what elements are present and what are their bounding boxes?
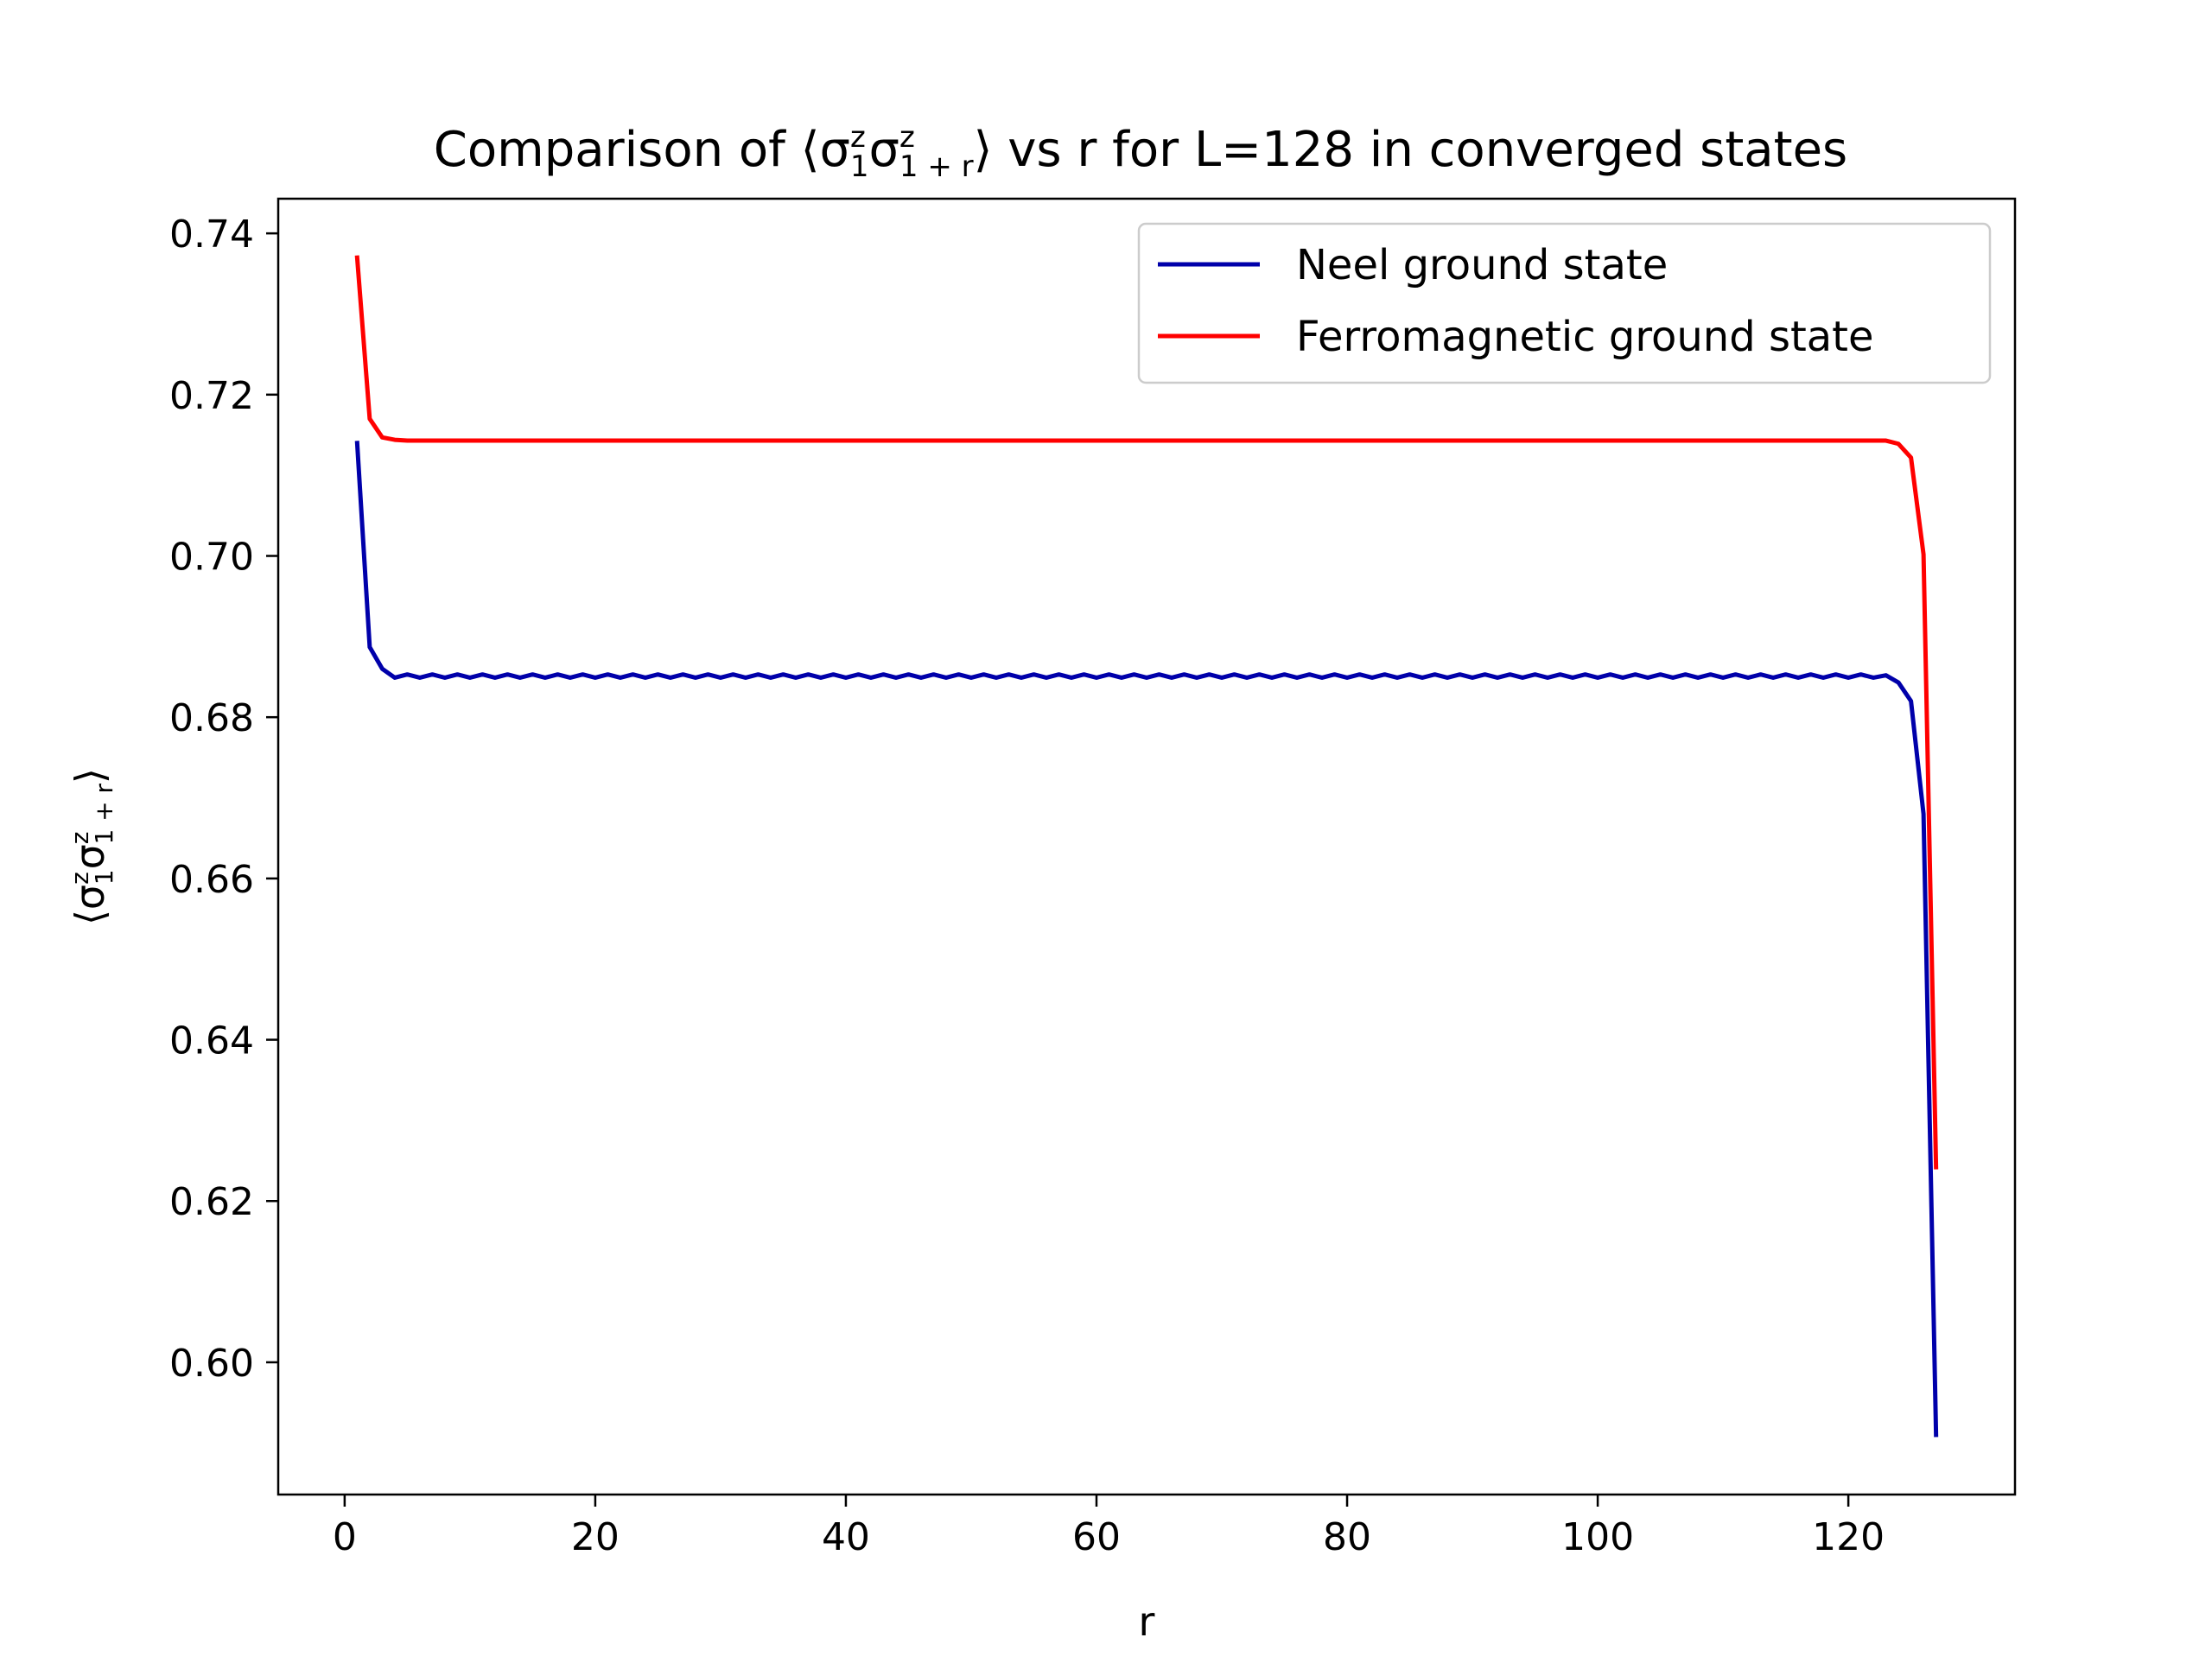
legend-label-ferromagnetic: Ferromagnetic ground state: [1296, 313, 1874, 361]
legend-box: [1137, 222, 1992, 384]
y-tick-label: 0.72: [169, 374, 254, 418]
y-tick-label: 0.66: [169, 858, 254, 902]
x-tick-label: 20: [571, 1515, 620, 1559]
x-tick-label: 60: [1072, 1515, 1121, 1559]
legend: Neel ground state Ferromagnetic ground s…: [1137, 222, 1992, 384]
plot-frame: [276, 197, 2017, 1496]
x-tick-label: 0: [333, 1515, 357, 1559]
y-tick-label: 0.60: [169, 1342, 254, 1386]
x-tick-label: 100: [1561, 1515, 1634, 1559]
x-tick-label: 120: [1812, 1515, 1885, 1559]
x-tick-label: 40: [822, 1515, 870, 1559]
y-axis-label: ⟨σz1σz1 + r⟩: [66, 768, 118, 925]
chart-title: Comparison of ⟨σz 1σz 1 + r⟩ vs r for L=12…: [434, 120, 1847, 184]
y-tick-label: 0.74: [169, 213, 254, 257]
series-line-ferromagnetic: [354, 255, 1939, 1170]
x-axis-label: r: [1139, 1598, 1155, 1645]
x-tick-label: 80: [1323, 1515, 1371, 1559]
legend-label-neel: Neel ground state: [1296, 241, 1668, 289]
y-tick-label: 0.64: [169, 1019, 254, 1063]
series-line-neel: [354, 441, 1939, 1438]
y-tick-label: 0.62: [169, 1180, 254, 1224]
y-tick-label: 0.70: [169, 536, 254, 580]
y-tick-label: 0.68: [169, 696, 254, 740]
